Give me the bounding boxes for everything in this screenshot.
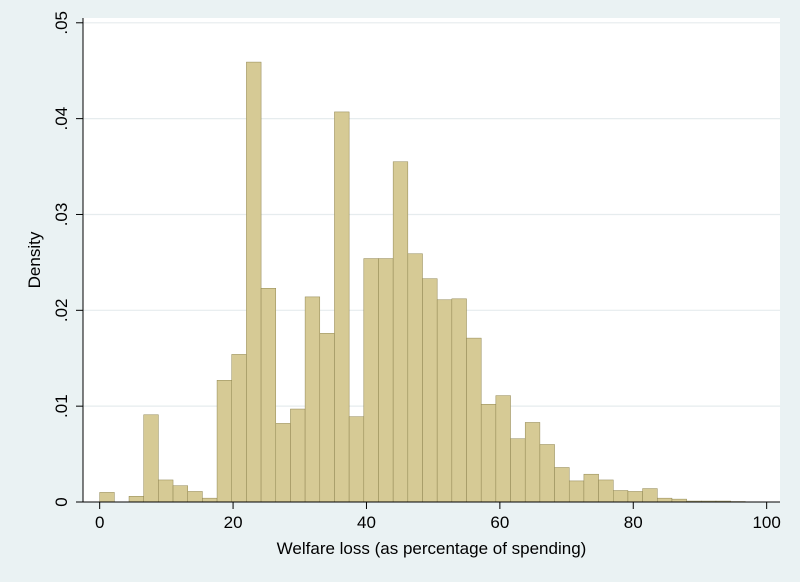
- histogram-bar: [657, 497, 673, 503]
- histogram-bar: [583, 473, 599, 503]
- histogram-bar: [99, 492, 115, 503]
- x-tick-label: 60: [490, 513, 509, 532]
- histogram-bar: [304, 296, 321, 503]
- y-tick-label: .03: [52, 203, 71, 227]
- histogram-bar: [539, 444, 555, 503]
- y-tick-label: .01: [52, 394, 71, 418]
- histogram-bar: [495, 395, 511, 503]
- axes: [82, 18, 780, 503]
- histogram-bar: [172, 485, 188, 503]
- histogram-bar: [598, 479, 614, 503]
- histogram-bar: [187, 491, 203, 503]
- histogram-bar: [392, 161, 409, 503]
- histogram-bar: [158, 479, 174, 503]
- histogram-bar: [231, 354, 247, 503]
- y-tick-label: .02: [52, 298, 71, 322]
- histogram-bar: [451, 298, 467, 503]
- histogram-bar: [422, 278, 438, 503]
- histogram-bar: [436, 299, 453, 503]
- histogram-bar: [143, 414, 159, 503]
- x-tick-label: 40: [357, 513, 376, 532]
- histogram-bars: [99, 61, 746, 503]
- x-tick-label: 20: [224, 513, 243, 532]
- histogram-bar: [202, 497, 218, 503]
- y-tick-label: .04: [52, 107, 71, 131]
- histogram-bar: [319, 333, 335, 503]
- histogram-bar: [613, 490, 629, 503]
- histogram-bar: [216, 380, 232, 503]
- histogram-bar: [627, 491, 643, 503]
- y-tick-label: 0: [52, 497, 71, 506]
- x-axis-title: Welfare loss (as percentage of spending): [277, 539, 587, 558]
- histogram-bar: [363, 258, 379, 503]
- histogram-bar: [407, 253, 423, 503]
- histogram-bar: [480, 403, 497, 503]
- histogram-bar: [348, 416, 365, 503]
- x-tick-label: 0: [95, 513, 104, 532]
- histogram-bar: [275, 423, 291, 503]
- histogram-bar: [510, 438, 526, 503]
- histogram-bar: [642, 488, 658, 503]
- histogram-bar: [260, 288, 277, 503]
- histogram-bar: [378, 258, 394, 503]
- x-axis-ticks: 0 20 40 60 80 100: [95, 502, 781, 532]
- x-tick-label: 80: [624, 513, 643, 532]
- y-tick-label: .05: [52, 11, 71, 35]
- histogram-bar: [246, 61, 262, 503]
- histogram-bar: [568, 480, 585, 503]
- x-tick-label: 100: [752, 513, 780, 532]
- histogram-bar: [334, 111, 350, 503]
- y-axis-ticks: 0 .01 .02 .03 .04 .05: [52, 11, 83, 507]
- y-axis-title: Density: [25, 231, 44, 288]
- histogram-bar: [524, 422, 541, 503]
- histogram-bar: [554, 467, 570, 503]
- histogram-bar: [466, 337, 482, 503]
- histogram-bar: [290, 408, 306, 503]
- histogram-bar: [128, 495, 144, 503]
